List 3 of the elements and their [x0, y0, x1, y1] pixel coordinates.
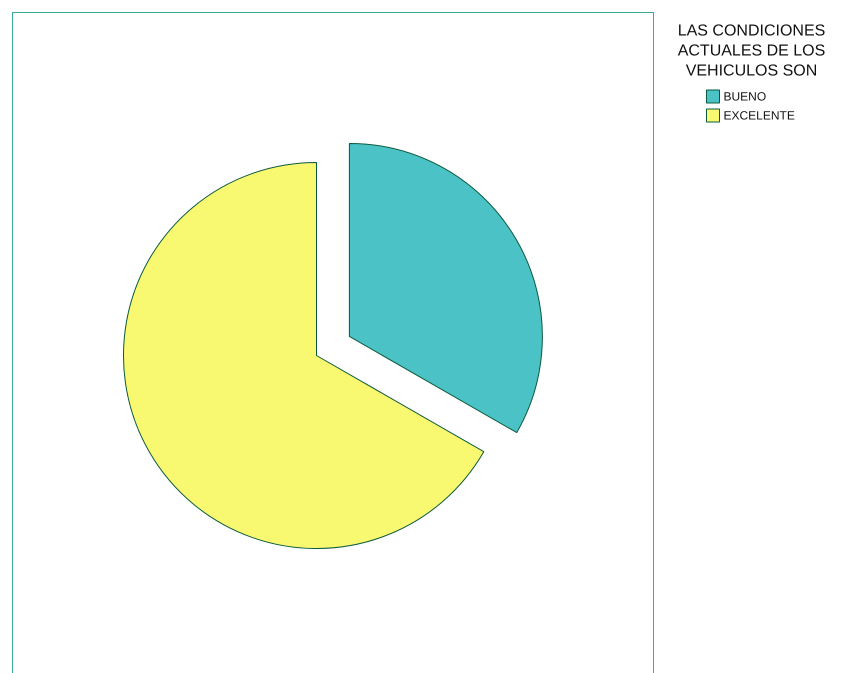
legend-title: LAS CONDICIONES ACTUALES DE LOS VEHICULOS SON	[678, 22, 826, 80]
legend-label: BUENO	[724, 90, 766, 104]
legend-label: EXCELENTE	[724, 108, 795, 122]
